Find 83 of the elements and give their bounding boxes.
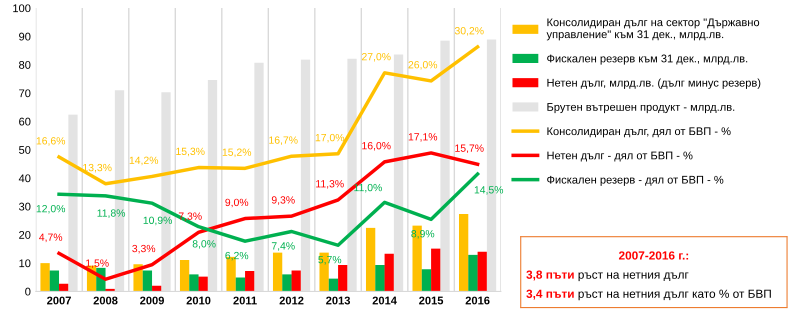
text: ръст на нетния дълг [578, 272, 688, 282]
data-label: 10,9% [144, 216, 172, 226]
bar [59, 284, 68, 292]
data-label: 9,3% [272, 196, 295, 205]
data-label: 6,2% [225, 252, 248, 261]
x-tick-label: 2008 [94, 296, 118, 304]
legend-label: Консолидиран дълг на сектор "Държавно управление" към 31 дек., млрд.лв. [546, 18, 760, 40]
data-label: 27,0% [362, 52, 391, 62]
legend-label: Брутен вътрешен продукт - млрд.лв. [547, 103, 734, 114]
x-tick-label: 2014 [372, 296, 397, 304]
data-label: 15,3% [176, 148, 205, 156]
bar [282, 274, 292, 292]
data-label: 11,0% [354, 184, 382, 192]
bar [468, 254, 478, 292]
text: 3,4 пъти [526, 290, 574, 300]
bar [152, 286, 162, 292]
data-label: 7,4% [272, 242, 295, 251]
data-label: 4,7% [39, 234, 62, 242]
y-tick-label: 0 [25, 288, 30, 296]
data-label: 14,5% [474, 186, 504, 195]
y-tick-label: 80 [19, 60, 30, 69]
bar [198, 276, 208, 292]
y-tick-label: 90 [19, 32, 30, 41]
data-label: 17,0% [316, 134, 344, 143]
bar [366, 228, 376, 292]
bar [292, 270, 301, 292]
bar [50, 270, 60, 292]
bar [142, 270, 152, 292]
data-label: 8,0% [192, 240, 216, 249]
legend-label: Нетен дълг, млрд.лв. (дълг минус резерв) [547, 78, 760, 89]
data-label: 17,1% [408, 133, 438, 142]
legend-label: Фискален резерв към 31 дек., млрд.лв. [547, 54, 748, 65]
data-label: 15,2% [222, 148, 252, 158]
bar [189, 274, 199, 292]
bar [180, 260, 190, 292]
y-tick-label: 100 [13, 4, 30, 12]
y-tick-label: 50 [19, 146, 30, 154]
x-tick-label: 2013 [326, 296, 350, 304]
x-tick-label: 2016 [466, 296, 490, 304]
text: 3,8 пъти [526, 270, 574, 281]
data-label: 9,0% [225, 198, 248, 208]
data-label: 16,7% [269, 136, 298, 145]
legend-label: Консолидиран дълг, дял от БВП - % [547, 127, 731, 138]
data-label: 13,3% [83, 164, 112, 172]
y-tick-label: 10 [19, 259, 30, 268]
x-tick-label: 2010 [186, 296, 210, 304]
bar [458, 214, 468, 292]
data-label: 16,6% [36, 137, 66, 146]
data-label: 26,0% [408, 61, 438, 70]
bar [338, 265, 348, 292]
bar [328, 278, 338, 292]
bar [375, 265, 385, 292]
y-tick-label: 20 [19, 231, 30, 239]
data-label: 3,3% [132, 244, 156, 254]
bar [40, 263, 50, 292]
y-tick-label: 60 [19, 118, 30, 126]
x-tick-label: 2011 [233, 296, 257, 304]
x-tick-label: 2007 [47, 296, 71, 304]
bar [478, 252, 487, 292]
legend-label: Нетен дълг - дял от БВП - % [547, 152, 693, 162]
data-label: 30,2% [454, 27, 484, 36]
bar [272, 252, 282, 292]
bar [384, 254, 394, 292]
x-tick-label: 2015 [419, 296, 444, 304]
data-label: 1,5% [86, 259, 109, 268]
legend-label: Фискален резерв - дял от БВП - % [547, 176, 724, 186]
text: ръст на нетния дълг като % от БВП [578, 290, 771, 300]
x-tick-label: 2012 [280, 296, 304, 304]
y-tick-label: 30 [18, 202, 30, 211]
data-label: 11,3% [316, 180, 344, 189]
bar [236, 278, 246, 292]
bar [422, 269, 432, 292]
data-label: 11,8% [98, 209, 126, 218]
y-tick-label: 40 [18, 174, 30, 182]
y-tick-label: 70 [19, 89, 30, 98]
data-label: 16,0% [362, 142, 391, 151]
text: 2007-2016 г.: [618, 251, 688, 260]
data-label: 14,2% [130, 156, 158, 166]
data-label: 15,7% [455, 144, 484, 154]
bar [245, 271, 254, 292]
data-label: 12,0% [36, 204, 66, 214]
x-tick-label: 2009 [140, 296, 164, 304]
bar [431, 248, 440, 292]
